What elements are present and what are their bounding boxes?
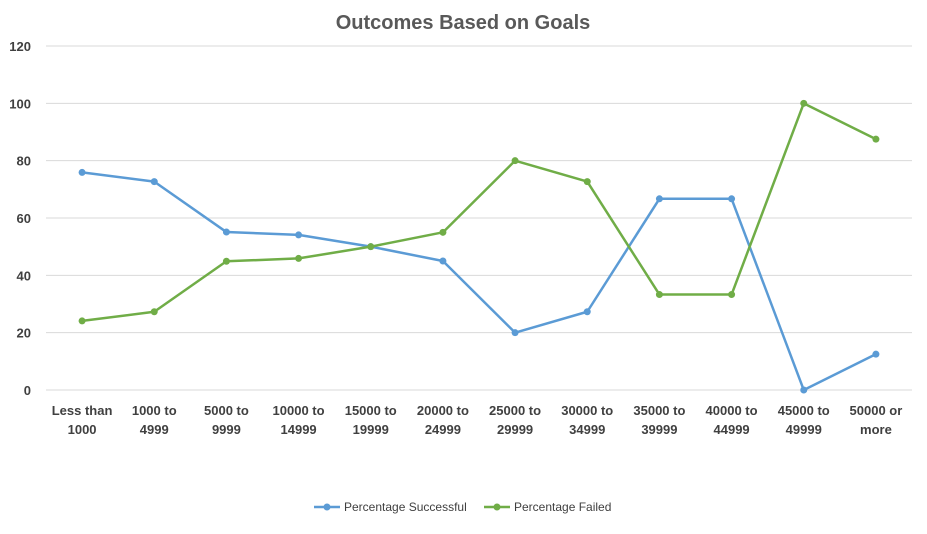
data-point	[295, 254, 303, 262]
x-tick-label: 10000 to 14999	[273, 403, 325, 437]
y-tick-label: 120	[9, 39, 31, 54]
x-tick-label: 35000 to 39999	[633, 403, 685, 437]
data-point	[150, 308, 158, 316]
data-point	[728, 195, 736, 203]
legend: Percentage Successful Percentage Failed	[314, 500, 611, 514]
x-tick-label: Less than 1000	[52, 403, 113, 437]
y-tick-label: 40	[17, 268, 31, 283]
series-lines	[78, 99, 880, 394]
chart-title: Outcomes Based on Goals	[336, 12, 591, 34]
x-tick-label: 25000 to 29999	[489, 403, 541, 437]
y-tick-label: 80	[17, 154, 31, 169]
data-point	[800, 99, 808, 107]
data-point	[583, 308, 591, 316]
y-tick-label: 20	[17, 326, 31, 341]
data-point	[295, 231, 303, 239]
x-tick-label: 50000 or more	[850, 403, 903, 437]
y-tick-label: 60	[17, 211, 31, 226]
legend-item: Percentage Successful	[314, 500, 467, 514]
data-point	[439, 228, 447, 236]
data-point	[511, 157, 519, 165]
legend-label: Percentage Failed	[514, 500, 611, 514]
data-point	[78, 168, 86, 176]
y-tick-label: 100	[9, 96, 31, 111]
x-tick-label: 45000 to 49999	[778, 403, 830, 437]
data-point	[800, 386, 808, 394]
data-point	[439, 257, 447, 265]
y-axis-ticks: 0 20 40 60 80 100 120	[9, 39, 31, 398]
data-point	[78, 317, 86, 325]
y-tick-label: 0	[24, 383, 31, 398]
data-point	[872, 350, 880, 358]
data-point	[872, 135, 880, 143]
data-point	[655, 291, 663, 299]
x-tick-label: 5000 to 9999	[204, 403, 249, 437]
data-point	[367, 243, 375, 251]
data-point	[583, 178, 591, 186]
data-point	[655, 195, 663, 203]
x-tick-label: 1000 to 4999	[132, 403, 177, 437]
grid-lines	[46, 45, 912, 391]
data-point	[222, 228, 230, 236]
data-point	[150, 178, 158, 186]
legend-label: Percentage Successful	[344, 500, 467, 514]
legend-swatch-marker	[323, 503, 331, 511]
series-1	[78, 168, 880, 394]
data-point	[511, 329, 519, 337]
x-tick-label: 20000 to 24999	[417, 403, 469, 437]
data-point	[728, 291, 736, 299]
series-line	[81, 102, 877, 323]
series-line	[81, 171, 877, 392]
x-axis-ticks: Less than 1000 1000 to 4999 5000 to 9999 10000…	[52, 403, 903, 437]
legend-item: Percentage Failed	[484, 500, 611, 514]
x-tick-label: 15000 to 19999	[345, 403, 397, 437]
data-point	[222, 257, 230, 265]
x-tick-label: 30000 to 34999	[561, 403, 613, 437]
x-tick-label: 40000 to 44999	[706, 403, 758, 437]
legend-swatch-marker	[493, 503, 501, 511]
series-2	[78, 99, 880, 325]
